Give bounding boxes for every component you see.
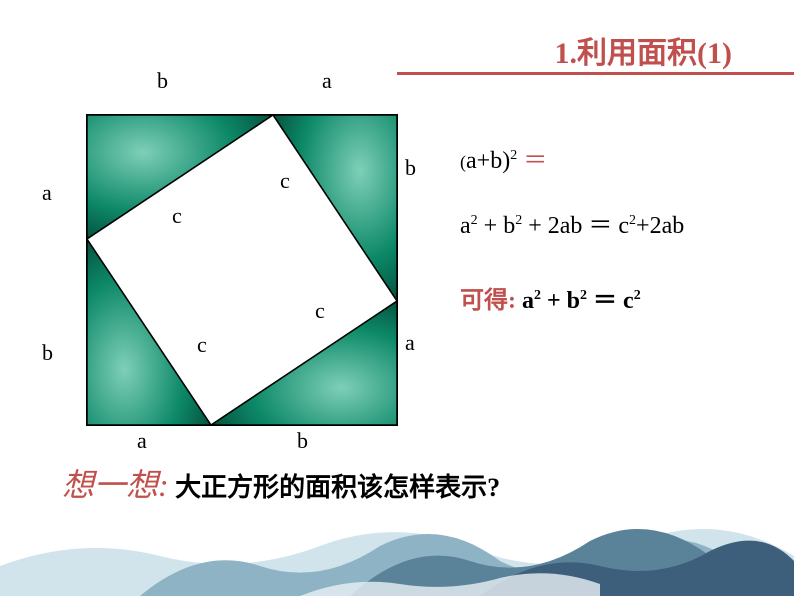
equations-block: (a+b)2 ＝ a2 + b2 + 2ab ＝ c2+2ab 可得: a2 +… [460,140,780,345]
label-c-1: c [172,203,182,229]
label-c-3: c [315,298,325,324]
title-underline [397,72,794,75]
equation-2: a2 + b2 + 2ab ＝ c2+2ab [460,205,780,240]
mountain-decoration [0,506,794,596]
label-a-left: a [42,180,52,206]
label-b-bottom: b [297,428,308,454]
page-title: 1.利用面积(1) [555,37,732,70]
pythagoras-diagram: b a b a a b a b c c c c [62,90,422,450]
label-b-right: b [405,155,416,181]
label-a-top: a [322,68,332,94]
label-a-right: a [405,330,415,356]
label-b-left: b [42,340,53,366]
label-c-4: c [197,332,207,358]
label-a-bottom: a [137,428,147,454]
think-prompt: 想一想: 大正方形的面积该怎样表示? [62,460,500,506]
conclusion: 可得: a2 + b2 ＝ c2 [460,280,780,315]
equation-1: (a+b)2 ＝ [460,140,780,175]
label-b-top: b [157,68,168,94]
label-c-2: c [280,168,290,194]
